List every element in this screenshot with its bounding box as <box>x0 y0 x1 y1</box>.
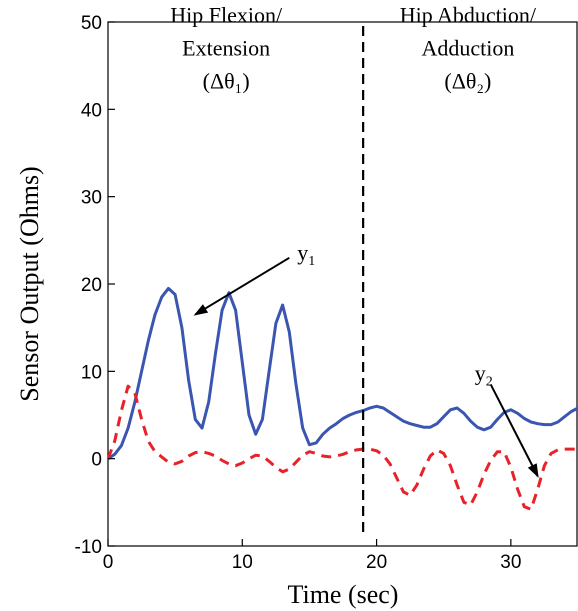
series-label: y2 <box>475 360 493 389</box>
y-tick-label: -10 <box>75 537 102 558</box>
x-axis-label: Time (sec) <box>288 580 399 609</box>
y-tick-label: 50 <box>81 13 102 34</box>
y-tick-label: 20 <box>81 275 102 296</box>
phase-annotation-text: Hip Flexion/ <box>170 2 283 27</box>
x-tick-label: 30 <box>500 552 521 573</box>
phase-annotation-text: Hip Abduction/ <box>400 2 537 27</box>
series-label: y1 <box>297 240 315 269</box>
x-tick-label: 20 <box>366 552 387 573</box>
y-axis-label: Sensor Output (Ohms) <box>15 166 44 401</box>
x-tick-label: 10 <box>232 552 253 573</box>
phase-annotation-text: (Δθ₁) <box>203 68 250 93</box>
phase-annotation-text: Extension <box>182 35 270 60</box>
y-tick-label: 30 <box>81 188 102 209</box>
series-line-y1 <box>108 286 578 461</box>
series-pointer-arrow <box>193 256 290 316</box>
y-tick-label: 40 <box>81 100 102 121</box>
plot-area-frame <box>107 21 578 547</box>
series-line-y2 <box>108 384 578 511</box>
phase-annotation-text: Adduction <box>421 35 514 60</box>
series-pointer-arrow <box>489 383 539 478</box>
x-tick-label: 0 <box>103 552 114 573</box>
y-tick-label: 0 <box>91 450 102 471</box>
y-tick-label: 10 <box>81 362 102 383</box>
phase-annotation-text: (Δθ₂) <box>444 68 491 93</box>
